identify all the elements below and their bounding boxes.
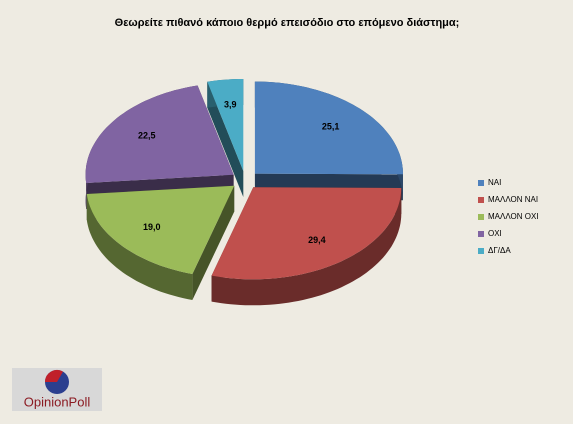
slice — [85, 85, 234, 183]
data-label: 22,5 — [138, 131, 156, 141]
logo-segment — [44, 369, 63, 382]
slice-side — [192, 185, 235, 300]
legend-label: ΔΓ/ΔΑ — [488, 246, 511, 255]
slice-side — [211, 188, 402, 306]
slice — [86, 185, 235, 274]
slice — [254, 81, 403, 175]
logo-text: OpinionPoll — [24, 394, 91, 409]
legend-label: ΜΑΛΛΟΝ ΝΑΙ — [488, 195, 538, 204]
chart-title: Θεωρείτε πιθανό κάποιο θερμό επεισόδιο σ… — [115, 17, 460, 29]
data-label: 29,4 — [308, 235, 326, 245]
slice-side — [207, 81, 244, 197]
legend-swatch — [478, 197, 484, 203]
legend-swatch — [478, 214, 484, 220]
data-label: 3,9 — [224, 100, 237, 110]
slice-side — [86, 194, 193, 300]
pie: 25,1 29,4 19,0 22,5 3,9 — [85, 79, 403, 306]
legend-label: ΜΑΛΛΟΝ ΟΧΙ — [488, 212, 539, 221]
data-label: 25,1 — [322, 121, 340, 131]
legend: ΝΑΙ ΜΑΛΛΟΝ ΝΑΙ ΜΑΛΛΟΝ ΟΧΙ ΟΧΙ ΔΓ/ΔΑ — [478, 178, 539, 255]
legend-swatch — [478, 248, 484, 254]
legend-swatch — [478, 180, 484, 186]
legend-label: ΟΧΙ — [488, 229, 502, 238]
legend-label: ΝΑΙ — [488, 178, 501, 187]
data-label: 19,0 — [143, 222, 161, 232]
slice — [211, 187, 402, 280]
logo: OpinionPoll — [12, 368, 102, 411]
slice — [207, 79, 244, 171]
legend-swatch — [478, 231, 484, 237]
